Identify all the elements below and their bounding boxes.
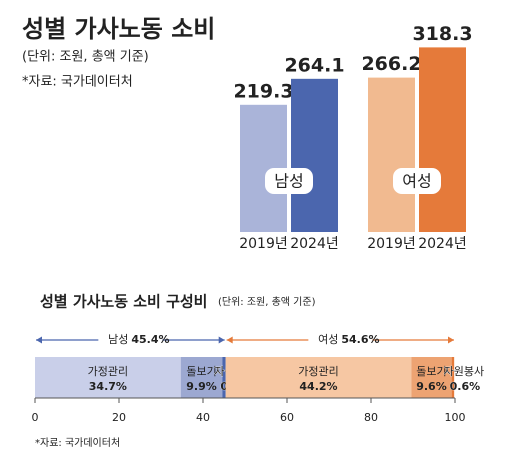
bracket-name: 남성 (108, 333, 128, 346)
segment-value: 9.9% (186, 380, 217, 393)
segment (35, 357, 181, 398)
source: *자료: 국가데이터처 (22, 75, 133, 90)
segment (411, 357, 452, 398)
x-tick-label: 60 (280, 411, 294, 424)
x-tick-label: 20 (112, 411, 126, 424)
bracket-label-box (308, 332, 373, 348)
arrow (36, 336, 42, 344)
x-tick-label: 40 (196, 411, 210, 424)
x-tick-label: 2024년 (290, 236, 339, 252)
group-label: 여성 (402, 172, 431, 191)
bar (291, 78, 338, 233)
group-label: 남성 (274, 172, 303, 191)
unit-note: (단위: 조원, 총액 기준) (22, 50, 149, 65)
bracket-value: 54.6% (341, 333, 379, 346)
group-label-box (393, 168, 441, 194)
group-label-box (265, 168, 313, 194)
arrow (218, 336, 225, 344)
x-tick-label: 2019년 (239, 236, 288, 252)
segment (451, 357, 455, 398)
value-label: 264.1 (284, 54, 344, 76)
x-tick-label: 100 (445, 411, 466, 424)
x-tick-label: 0 (32, 411, 39, 424)
segment-name: 가정관리 (298, 365, 338, 378)
segment (180, 357, 223, 398)
segment-name: 가정관리 (88, 365, 128, 378)
value-label: 318.3 (412, 23, 472, 45)
bracket-name: 여성 (318, 333, 338, 346)
segment-value: 0.6% (450, 380, 481, 393)
x-tick-label: 80 (364, 411, 378, 424)
value-label: 219.3 (233, 80, 293, 102)
segment-name: 돌보기 (186, 365, 216, 378)
segment-value: 44.2% (299, 380, 337, 393)
bracket-value: 45.4% (131, 333, 169, 346)
segment-value: 9.6% (416, 380, 447, 393)
bar (419, 47, 466, 232)
title: 성별 가사노동 소비 (22, 15, 215, 43)
value-label: 266.2 (361, 53, 421, 75)
bracket-label-box (98, 332, 163, 348)
chart-title: 성별 가사노동 소비 구성비 (40, 293, 207, 311)
bar (368, 77, 415, 232)
segment (222, 357, 226, 398)
segment-value: 34.7% (89, 380, 127, 393)
arrow (226, 336, 233, 344)
x-tick-label: 2019년 (367, 236, 416, 252)
x-tick-label: 2024년 (418, 236, 467, 252)
source: *자료: 국가데이터처 (35, 437, 120, 449)
segment-name: 자원봉사 (444, 365, 484, 378)
segment (225, 357, 412, 398)
segment-name: 돌보기 (416, 365, 446, 378)
chart-subtitle: (단위: 조원, 총액 기준) (218, 295, 316, 308)
arrow (448, 336, 454, 344)
